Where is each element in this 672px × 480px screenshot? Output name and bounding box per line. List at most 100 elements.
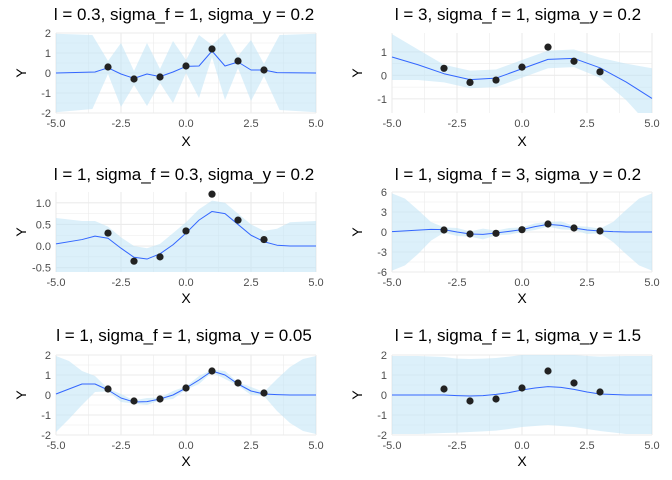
observation-point: [234, 216, 242, 224]
observation-point: [156, 73, 164, 81]
x-tick-label: -5.0: [383, 440, 402, 452]
y-tick-label: -1: [377, 410, 387, 422]
y-tick-label: 0: [381, 390, 387, 402]
y-axis-label: Y: [349, 390, 365, 400]
x-tick-label: -5.0: [383, 118, 402, 130]
observation-point: [182, 384, 190, 392]
observation-point: [130, 397, 138, 405]
observation-point: [260, 66, 268, 74]
y-tick-label: 2: [45, 28, 51, 40]
y-axis-label: Y: [13, 227, 29, 237]
y-tick-label: -0.5: [32, 263, 51, 275]
x-axis-label: X: [181, 290, 191, 306]
y-tick-label: 0: [45, 68, 51, 80]
y-tick-label: 1: [381, 370, 387, 382]
observation-point: [570, 57, 578, 65]
observation-point: [492, 229, 500, 237]
observation-point: [260, 389, 268, 397]
observation-point: [492, 395, 500, 403]
y-tick-label: -2: [377, 430, 387, 442]
observation-point: [466, 230, 474, 238]
observation-point: [260, 235, 268, 244]
x-tick-label: 0.0: [514, 277, 529, 289]
observation-point: [440, 64, 448, 72]
x-tick-label: -2.5: [112, 277, 131, 289]
observation-point: [130, 75, 138, 83]
panel-title: l = 1, sigma_f = 3, sigma_y = 0.2: [395, 165, 641, 184]
y-axis-label: Y: [13, 390, 29, 400]
confidence-band: [56, 200, 316, 272]
y-axis-label: Y: [349, 68, 365, 78]
x-tick-label: -2.5: [448, 118, 467, 130]
observation-point: [130, 257, 138, 265]
x-tick-label: -5.0: [47, 277, 66, 289]
observation-point: [208, 367, 216, 375]
observation-point: [518, 226, 526, 234]
x-tick-label: -2.5: [448, 440, 467, 452]
observation-point: [156, 253, 164, 261]
observation-point: [440, 226, 448, 234]
x-tick-label: -5.0: [383, 277, 402, 289]
y-tick-label: 0: [381, 227, 387, 239]
observation-point: [182, 62, 190, 70]
observation-point: [208, 45, 216, 53]
x-axis-label: X: [181, 133, 191, 149]
panel-title: l = 1, sigma_f = 0.3, sigma_y = 0.2: [54, 165, 314, 184]
y-tick-label: 1.0: [36, 198, 51, 210]
y-tick-label: 3: [381, 207, 387, 219]
x-tick-label: 5.0: [308, 277, 323, 289]
panel-5: -5.0 -2.5 0.0 2.5 5.0 -2 -1 0 1 2 X Yl = 1, sigma_f…: [13, 326, 324, 469]
x-tick-label: 0.0: [514, 118, 529, 130]
panel-2: -5.0 -2.5 0.0 2.5 5.0 -1 0 1 X Yl = 3, sigma_f = …: [349, 5, 660, 149]
x-axis-label: X: [517, 453, 527, 469]
y-tick-label: -1: [41, 410, 51, 422]
x-axis-label: X: [517, 290, 527, 306]
x-tick-label: -2.5: [112, 440, 131, 452]
observation-point: [596, 388, 604, 396]
x-tick-label: 2.5: [579, 440, 594, 452]
x-tick-label: 5.0: [644, 118, 659, 130]
y-tick-label: 1: [381, 47, 387, 59]
panel-4: -5.0 -2.5 0.0 2.5 5.0 -6 -3 0 3 6 X Yl = 1, sigma_f…: [349, 165, 660, 306]
panel-6: -5.0 -2.5 0.0 2.5 5.0 -2 -1 0 1 2 X Yl = 1, sigma_f…: [349, 326, 660, 469]
y-tick-label: -2: [41, 108, 51, 120]
observation-point: [440, 385, 448, 393]
y-tick-label: 1: [45, 48, 51, 60]
y-tick-label: 0: [45, 390, 51, 402]
y-tick-label: -6: [377, 267, 387, 279]
confidence-band: [56, 33, 316, 113]
x-tick-label: 2.5: [243, 277, 258, 289]
observation-point: [596, 68, 604, 76]
x-tick-label: -2.5: [448, 277, 467, 289]
observation-point: [518, 384, 526, 392]
confidence-band: [392, 34, 652, 113]
y-tick-label: -1: [377, 94, 387, 106]
x-tick-label: 0.0: [514, 440, 529, 452]
x-tick-label: 2.5: [579, 118, 594, 130]
y-tick-label: -1: [41, 88, 51, 100]
y-axis-label: Y: [349, 227, 365, 237]
x-tick-label: 0.0: [178, 118, 193, 130]
x-tick-label: 0.0: [178, 440, 193, 452]
x-tick-label: 2.5: [579, 277, 594, 289]
y-tick-label: 6: [381, 187, 387, 199]
panel-1: -5.0 -2.5 0.0 2.5 5.0 -2 -1 0 1 2 X Yl = 0.3, sigma…: [13, 5, 324, 149]
observation-point: [544, 220, 552, 228]
observation-point: [544, 367, 552, 375]
x-axis-label: X: [181, 453, 191, 469]
observation-point: [104, 63, 112, 71]
confidence-band: [392, 355, 652, 434]
observation-point: [104, 385, 112, 393]
y-tick-label: -3: [377, 247, 387, 259]
observation-point: [234, 57, 242, 65]
panel-title: l = 1, sigma_f = 1, sigma_y = 1.5: [395, 326, 641, 345]
observation-point: [182, 227, 190, 235]
panel-3: -5.0 -2.5 0.0 2.5 5.0 -0.5 0.0 0.5 1.0 X Yl = 1, s…: [13, 165, 324, 306]
x-tick-label: 5.0: [644, 277, 659, 289]
observation-point: [492, 76, 500, 84]
y-tick-label: -2: [41, 430, 51, 442]
x-tick-label: 5.0: [308, 440, 323, 452]
observation-point: [570, 379, 578, 387]
y-tick-label: 0.0: [36, 241, 51, 253]
